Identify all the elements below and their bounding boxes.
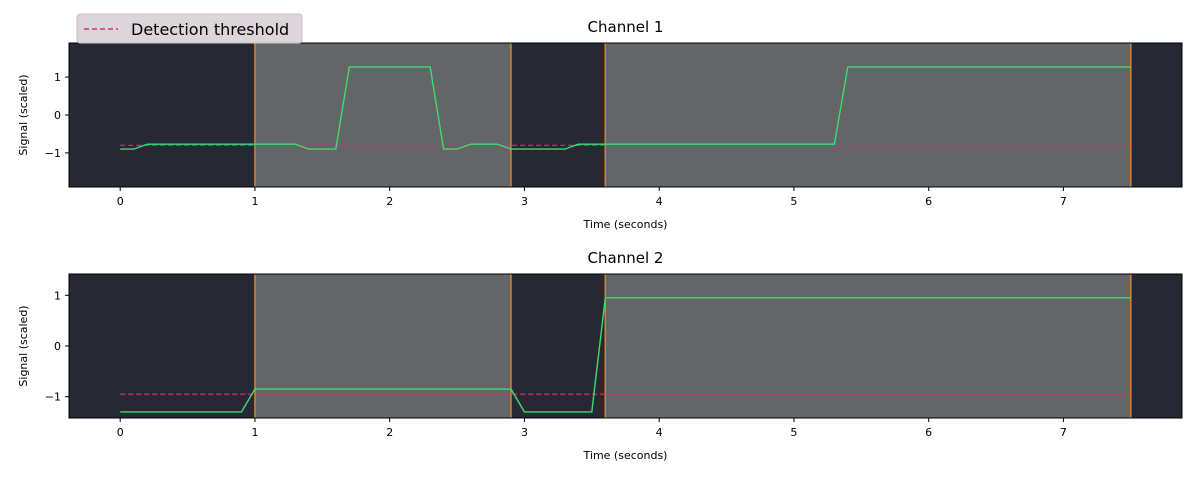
x-tick-label: 2	[386, 195, 393, 208]
x-tick-label: 2	[386, 426, 393, 439]
signal-line	[120, 297, 1131, 413]
x-tick-label: 6	[925, 426, 932, 439]
y-tick-label: −1	[45, 147, 61, 160]
chart-panel-1: 0 1 2 3 4 5 6 7 1 0 −1 Channel 1 Time (seconds) Signa…	[17, 18, 1183, 231]
x-tick-label: 0	[117, 195, 124, 208]
legend-box	[76, 13, 303, 44]
x-tick-label: 6	[925, 195, 932, 208]
x-tick-label: 3	[521, 426, 528, 439]
legend-label: Detection threshold	[131, 20, 289, 39]
y-tick-label: 1	[54, 289, 61, 302]
x-tick-label: 3	[521, 195, 528, 208]
x-tick-label: 7	[1060, 426, 1067, 439]
highlight-region	[254, 274, 511, 418]
y-axis-label: Signal (scaled)	[17, 74, 30, 155]
x-tick-label: 1	[251, 195, 258, 208]
highlight-region	[605, 274, 1131, 418]
chart-title: Channel 1	[588, 18, 664, 36]
chart-title: Channel 2	[588, 249, 664, 267]
x-tick-label: 5	[790, 195, 797, 208]
x-axis-label: Time (seconds)	[583, 449, 668, 462]
highlight-region	[605, 43, 1131, 187]
y-axis-label: Signal (scaled)	[17, 305, 30, 386]
x-tick-label: 4	[656, 426, 663, 439]
x-tick-label: 7	[1060, 195, 1067, 208]
signal-line	[120, 66, 1131, 150]
highlight-region	[254, 43, 511, 187]
chart-panel-2: 0 1 2 3 4 5 6 7 1 0 −1 Channel 2 Time (seconds) Signa…	[17, 249, 1183, 462]
x-axis-label: Time (seconds)	[583, 218, 668, 231]
legend: Detection threshold	[76, 13, 303, 44]
x-tick-label: 4	[656, 195, 663, 208]
x-tick-label: 5	[790, 426, 797, 439]
x-tick-label: 1	[251, 426, 258, 439]
y-tick-label: 1	[54, 71, 61, 84]
y-tick-label: 0	[54, 340, 61, 353]
x-tick-label: 0	[117, 426, 124, 439]
y-tick-label: −1	[45, 391, 61, 404]
plots-layer: 0 1 2 3 4 5 6 7 1 0 −1 Channel 1 Time (seconds) Signa…	[17, 18, 1183, 462]
y-tick-label: 0	[54, 109, 61, 122]
